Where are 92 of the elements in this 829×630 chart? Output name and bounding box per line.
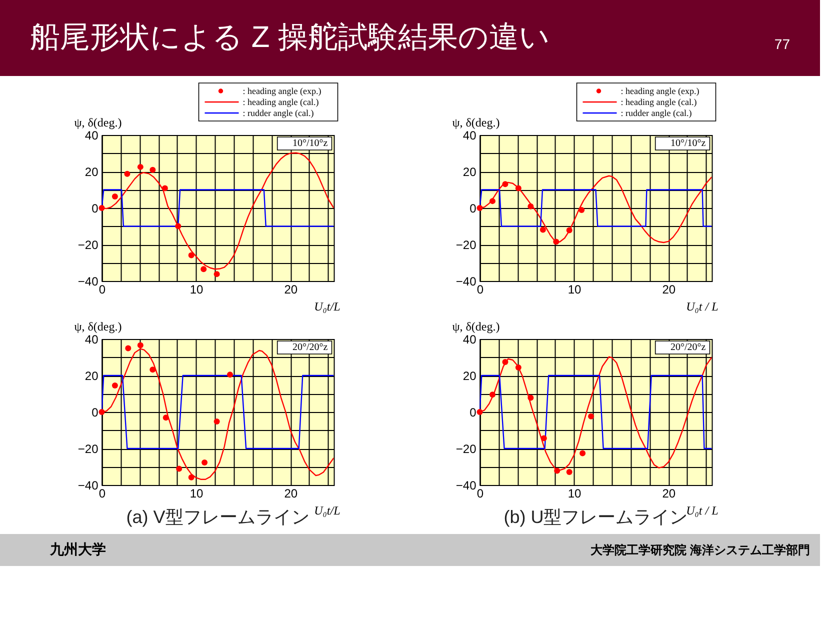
x-axis-title: U₀t / L <box>686 504 719 518</box>
legend-label: : heading angle (cal.) <box>620 97 697 107</box>
x-tick-label: 20 <box>662 486 676 500</box>
y-tick-label: 40 <box>462 128 477 142</box>
x-axis-title: U₀t/L <box>314 504 341 518</box>
y-axis-title: ψ, δ(deg.) <box>74 116 122 130</box>
point <box>98 205 105 211</box>
chart-title: 船尾形状による Z 操舵試験結果の違い <box>30 21 550 54</box>
y-tick-label: 20 <box>84 165 99 179</box>
y-tick-label: −40 <box>456 274 477 288</box>
point <box>528 394 534 401</box>
point <box>528 203 534 210</box>
y-tick-label: 0 <box>470 406 477 420</box>
point <box>578 207 585 213</box>
y-tick-label: −40 <box>456 478 477 492</box>
y-tick-label: 40 <box>462 332 477 346</box>
y-tick-label: 0 <box>92 406 99 420</box>
point <box>476 205 483 211</box>
y-axis-title: ψ, δ(deg.) <box>452 116 500 130</box>
point <box>150 166 156 173</box>
y-tick-label: −20 <box>456 238 477 252</box>
x-tick-label: 20 <box>284 486 298 500</box>
point <box>112 382 118 389</box>
point <box>188 252 194 258</box>
text: 九州大学 <box>49 541 106 557</box>
point <box>214 271 220 278</box>
point <box>566 469 572 476</box>
y-tick-label: 40 <box>84 128 99 142</box>
y-tick-label: −20 <box>456 442 477 456</box>
x-axis-title: U₀t / L <box>686 300 719 314</box>
point <box>502 181 508 188</box>
text: (b) U型フレームライン <box>504 507 688 527</box>
y-tick-label: −40 <box>78 478 99 492</box>
point <box>502 359 508 365</box>
y-tick-label: 20 <box>462 369 477 383</box>
y-tick-label: −40 <box>78 274 99 288</box>
point <box>489 392 496 398</box>
point <box>540 435 547 442</box>
y-axis-title: ψ, δ(deg.) <box>452 320 500 334</box>
y-axis-title: ψ, δ(deg.) <box>74 320 122 334</box>
y-tick-label: 20 <box>84 369 99 383</box>
x-tick-label: 10 <box>190 486 204 500</box>
point <box>98 409 105 415</box>
legend-label: : rudder angle (cal.) <box>620 108 692 118</box>
point <box>515 364 522 370</box>
annotation: 10°/10°z <box>292 138 328 149</box>
y-tick-label: 40 <box>84 332 99 346</box>
x-axis-title: U₀t/L <box>314 300 341 314</box>
x-tick-label: 10 <box>190 282 204 296</box>
point <box>124 170 130 177</box>
legend-label: : heading angle (exp.) <box>242 86 322 96</box>
point <box>150 366 156 373</box>
point <box>489 198 496 204</box>
annotation: 10°/10°z <box>670 138 706 149</box>
y-tick-label: −20 <box>78 442 99 456</box>
point <box>515 185 522 192</box>
point <box>554 468 560 474</box>
point <box>588 413 594 420</box>
point <box>580 450 586 456</box>
text: (a) V型フレームライン <box>126 507 310 527</box>
point <box>188 474 194 480</box>
point <box>566 227 572 234</box>
point <box>162 414 169 421</box>
point <box>112 194 118 200</box>
x-tick-label: 20 <box>662 282 676 296</box>
point <box>200 266 207 272</box>
annotation: 20°/20°z <box>670 342 706 353</box>
point <box>137 164 144 170</box>
point <box>202 460 208 466</box>
y-tick-label: 20 <box>462 165 477 179</box>
point <box>175 223 182 230</box>
point <box>176 466 182 472</box>
point <box>214 418 220 424</box>
text: 77 <box>774 36 790 52</box>
point <box>227 372 234 378</box>
point <box>162 185 168 192</box>
x-tick-label: 10 <box>568 282 582 296</box>
y-tick-label: 0 <box>92 202 99 216</box>
point <box>125 345 132 352</box>
point <box>476 409 483 415</box>
text: 大学院工学研究院 海洋システム工学部門 <box>590 543 810 557</box>
legend-label: : heading angle (cal.) <box>242 97 319 107</box>
y-tick-label: −20 <box>78 238 99 252</box>
point <box>137 342 144 348</box>
annotation: 20°/20°z <box>292 342 328 353</box>
y-tick-label: 0 <box>470 202 477 216</box>
point <box>553 238 560 245</box>
x-tick-label: 20 <box>284 282 298 296</box>
x-tick-label: 10 <box>568 486 582 500</box>
legend-label: : rudder angle (cal.) <box>242 108 314 118</box>
point <box>540 226 546 233</box>
legend-label: : heading angle (exp.) <box>620 86 700 96</box>
